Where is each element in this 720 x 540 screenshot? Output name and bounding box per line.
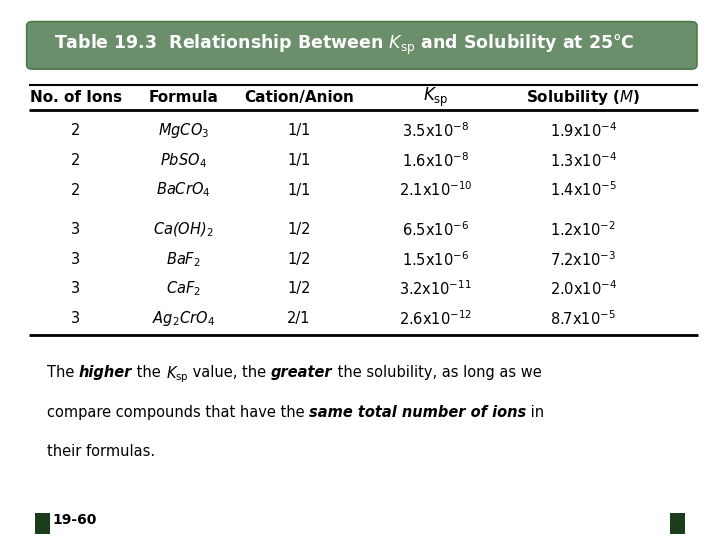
Text: 2: 2 [71,153,81,168]
Text: Formula: Formula [148,90,219,105]
Text: 1/1: 1/1 [287,123,310,138]
Text: 3.5x10$^{-8}$: 3.5x10$^{-8}$ [402,122,469,140]
Bar [35,513,50,534]
Text: 2: 2 [71,183,81,198]
Text: 1/1: 1/1 [287,153,310,168]
Text: higher: higher [78,364,132,380]
Text: 3: 3 [71,252,80,267]
Text: $\mathit{K}_{\mathrm{sp}}$: $\mathit{K}_{\mathrm{sp}}$ [423,86,449,109]
Text: 2: 2 [71,123,81,138]
Text: 1/2: 1/2 [287,222,310,237]
Text: 1.5x10$^{-6}$: 1.5x10$^{-6}$ [402,250,469,268]
Text: 8.7x10$^{-5}$: 8.7x10$^{-5}$ [550,309,616,328]
Text: value, the: value, the [189,364,271,380]
Text: 2.0x10$^{-4}$: 2.0x10$^{-4}$ [549,280,617,298]
Text: 1/1: 1/1 [287,183,310,198]
Text: 3: 3 [71,222,80,237]
Text: Solubility ($\mathit{M}$): Solubility ($\mathit{M}$) [526,87,640,107]
Text: Ca(OH)$_2$: Ca(OH)$_2$ [153,220,214,239]
Text: 1.2x10$^{-2}$: 1.2x10$^{-2}$ [550,220,616,239]
Text: compare compounds that have the: compare compounds that have the [47,405,309,420]
Text: the solubility, as long as we: the solubility, as long as we [333,364,541,380]
Text: 1.3x10$^{-4}$: 1.3x10$^{-4}$ [549,151,617,170]
Text: 1/2: 1/2 [287,252,310,267]
Text: PbSO$_4$: PbSO$_4$ [160,151,207,170]
Text: BaCrO$_4$: BaCrO$_4$ [156,181,211,199]
Text: the: the [132,364,166,380]
Text: 1.9x10$^{-4}$: 1.9x10$^{-4}$ [549,122,617,140]
Text: Ag$_2$CrO$_4$: Ag$_2$CrO$_4$ [152,309,215,328]
Text: Table 19.3  Relationship Between $\mathit{K}_{\mathrm{sp}}$ and Solubility at 25: Table 19.3 Relationship Between $\mathit… [54,33,634,57]
Text: greater: greater [271,364,333,380]
Text: 1.6x10$^{-8}$: 1.6x10$^{-8}$ [402,151,469,170]
Text: 2.6x10$^{-12}$: 2.6x10$^{-12}$ [399,309,472,328]
Text: their formulas.: their formulas. [47,444,155,459]
Text: 3.2x10$^{-11}$: 3.2x10$^{-11}$ [400,280,472,298]
Text: 19-60: 19-60 [53,512,97,526]
Text: MgCO$_3$: MgCO$_3$ [158,121,210,140]
Text: 1/2: 1/2 [287,281,310,296]
Text: The: The [47,364,78,380]
Text: 3: 3 [71,281,80,296]
FancyBboxPatch shape [27,22,697,69]
Text: 2/1: 2/1 [287,311,310,326]
Text: Cation/Anion: Cation/Anion [244,90,354,105]
Text: 3: 3 [71,311,80,326]
Text: same total number of ions: same total number of ions [309,405,526,420]
Text: 2.1x10$^{-10}$: 2.1x10$^{-10}$ [399,181,472,199]
Text: 6.5x10$^{-6}$: 6.5x10$^{-6}$ [402,220,469,239]
Bar [670,513,685,534]
Text: No. of Ions: No. of Ions [30,90,122,105]
Text: 1.4x10$^{-5}$: 1.4x10$^{-5}$ [550,181,616,199]
Text: BaF$_2$: BaF$_2$ [166,250,201,268]
Text: CaF$_2$: CaF$_2$ [166,280,201,298]
Text: $K_{\mathrm{sp}}$: $K_{\mathrm{sp}}$ [166,364,189,385]
Text: 7.2x10$^{-3}$: 7.2x10$^{-3}$ [550,250,616,268]
Text: in: in [526,405,544,420]
